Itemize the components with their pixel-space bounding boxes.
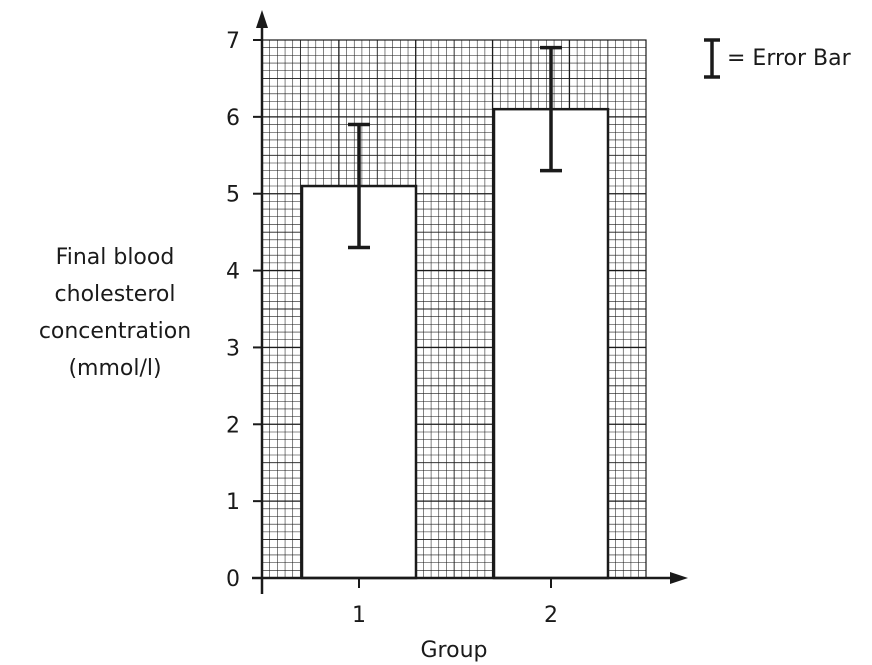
y-tick-label: 6 xyxy=(226,106,240,131)
x-axis-title: Group xyxy=(421,638,488,663)
y-tick-label: 2 xyxy=(226,413,240,438)
y-tick-label: 0 xyxy=(226,567,240,592)
x-axis-arrowhead xyxy=(670,572,688,584)
y-axis-title-line-1: Final blood xyxy=(56,245,175,270)
legend: = Error Bar xyxy=(704,38,852,79)
y-axis-arrowhead xyxy=(256,10,268,28)
bar-group-2 xyxy=(492,107,610,580)
y-tick-label: 3 xyxy=(226,336,240,361)
error-bar-group-2 xyxy=(540,45,562,173)
y-tick-label: 7 xyxy=(226,29,240,54)
bar-group-1 xyxy=(300,184,418,580)
y-tick-label: 1 xyxy=(226,490,240,515)
y-ticks-group: 0 1 2 3 4 5 6 7 xyxy=(226,29,262,592)
legend-label: = Error Bar xyxy=(727,46,852,71)
y-axis-title-line-3: concentration xyxy=(39,319,191,344)
y-tick-label: 5 xyxy=(226,183,240,208)
x-tick-label: 1 xyxy=(352,603,366,628)
y-axis-title-line-4: (mmol/l) xyxy=(68,356,161,381)
bars-group xyxy=(300,45,610,580)
axes-group xyxy=(252,10,688,594)
error-bar-group-1 xyxy=(348,122,370,250)
y-axis-title: Final blood cholesterol concentration (m… xyxy=(39,245,191,381)
y-tick-label: 4 xyxy=(226,260,240,285)
error-bar-legend-icon xyxy=(704,38,720,79)
x-tick-label: 2 xyxy=(544,603,558,628)
y-axis-title-line-2: cholesterol xyxy=(55,282,176,307)
